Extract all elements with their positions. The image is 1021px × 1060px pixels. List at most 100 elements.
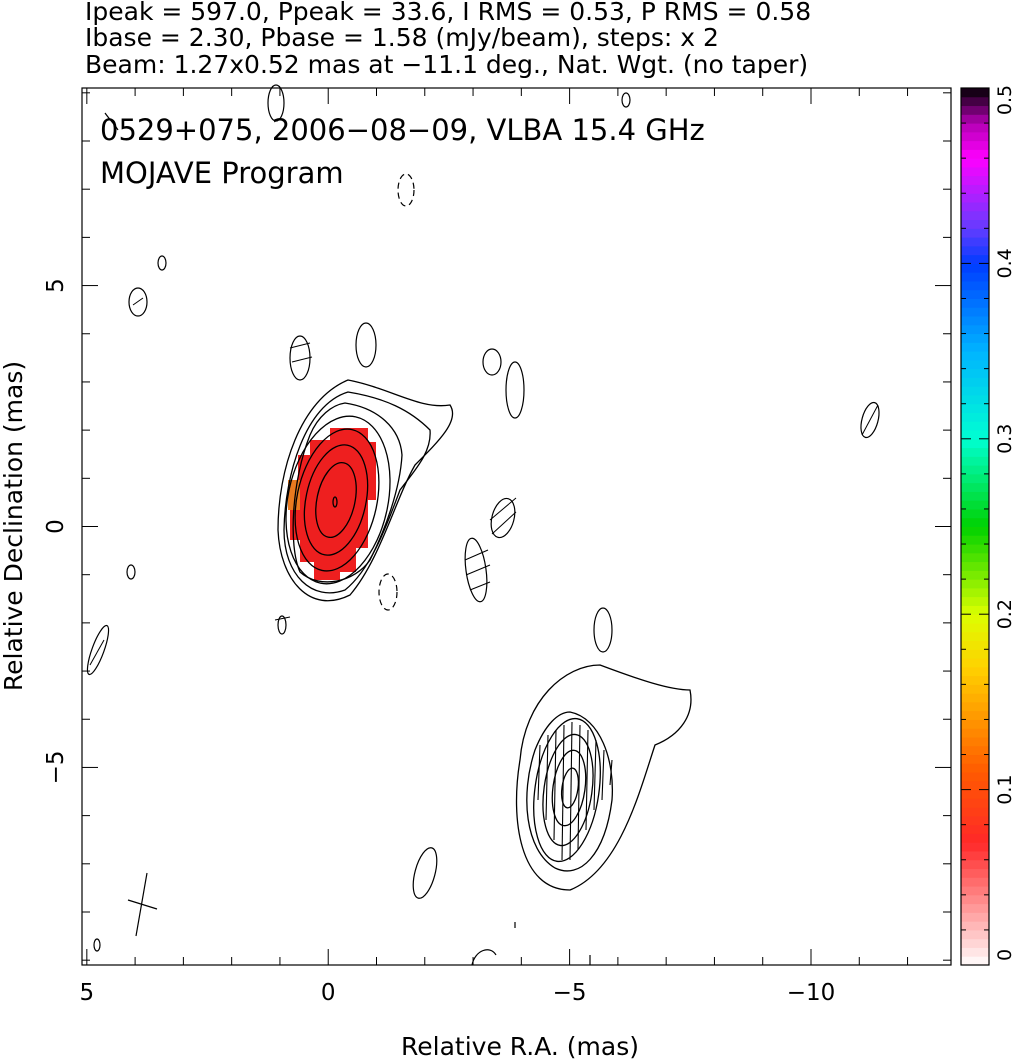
colorbar-band [961, 956, 989, 966]
polarization-fill [288, 428, 376, 580]
colorbar-band [961, 798, 989, 808]
noise-vectors [89, 297, 879, 666]
header-line-1: Ipeak = 597.0, Ppeak = 33.6, I RMS = 0.5… [85, 0, 811, 26]
colorbar-tick-label: 0.5 [994, 85, 1016, 115]
colorbar-band [961, 359, 989, 370]
colorbar-band [961, 123, 989, 133]
beam-marker [127, 872, 158, 937]
colorbar-band [961, 175, 989, 185]
colorbar-band [961, 316, 989, 326]
colorbar-band [961, 184, 989, 194]
colorbar-band [961, 544, 989, 554]
noise-contours [86, 84, 880, 966]
colorbar-band [961, 114, 989, 124]
colorbar-band [961, 482, 989, 492]
colorbar-band [961, 193, 989, 203]
colorbar-band [961, 491, 989, 501]
colorbar-band [961, 526, 989, 536]
colorbar-band [961, 351, 989, 361]
x-tick-label: 0 [321, 980, 336, 1006]
colorbar-band [961, 877, 989, 887]
colorbar-band [961, 202, 989, 212]
colorbar-band [961, 842, 989, 852]
colorbar-band [961, 684, 989, 694]
colorbar-band [961, 254, 989, 264]
colorbar-band [961, 517, 989, 527]
colorbar-band [961, 622, 989, 633]
colorbar-band [961, 587, 989, 598]
colorbar-band [961, 947, 989, 957]
colorbar-band [961, 850, 989, 861]
colorbar-band [961, 894, 989, 905]
header-line-3: Beam: 1.27x0.52 mas at −11.1 deg., Nat. … [85, 50, 808, 79]
colorbar-band [961, 88, 989, 98]
colorbar-band [961, 219, 989, 229]
colorbar-band [961, 368, 989, 378]
colorbar-band [961, 140, 989, 150]
colorbar-band [961, 605, 989, 615]
colorbar-band [961, 938, 989, 948]
colorbar-band [961, 614, 989, 624]
colorbar-band [961, 96, 989, 107]
colorbar-band [961, 868, 989, 878]
colorbar-band [961, 912, 989, 922]
colorbar-tick-label: 0 [994, 949, 1016, 961]
plot-title-line-1: 0529+075, 2006−08−09, VLBA 15.4 GHz [100, 113, 705, 147]
y-tick-label: 0 [43, 519, 69, 534]
colorbar-band [961, 579, 989, 589]
colorbar-band [961, 237, 989, 247]
colorbar-band [961, 903, 989, 913]
x-tick-label: −10 [787, 980, 836, 1006]
colorbar-ticks: 0 0.1 0.2 0.3 0.4 0.5 [961, 85, 1016, 966]
colorbar-band [961, 456, 989, 466]
colorbar-band [961, 763, 989, 773]
plot-frame [81, 87, 952, 966]
colorbar-band [961, 736, 989, 747]
colorbar-band [961, 500, 989, 510]
colorbar-band [961, 386, 989, 396]
core-contours [277, 379, 454, 602]
colorbar-band [961, 508, 989, 519]
colorbar-band [961, 421, 989, 431]
colorbar-band [961, 701, 989, 712]
colorbar-band [961, 728, 989, 738]
colorbar-band [961, 631, 989, 642]
colorbar-band [961, 210, 989, 221]
header-line-2: Ibase = 2.30, Pbase = 1.58 (mJy/beam), s… [85, 23, 719, 52]
colorbar-band [961, 280, 989, 291]
colorbar-band [961, 430, 989, 440]
colorbar-band [961, 921, 989, 931]
colorbar-band [961, 745, 989, 756]
colorbar-band [961, 272, 989, 282]
y-tick-label: 5 [43, 278, 69, 293]
colorbar-band [961, 324, 989, 335]
axis-tick-labels: 5 0 −5 −10 5 0 −5 [43, 278, 835, 1006]
colorbar-band [961, 693, 989, 703]
colorbar-band [961, 394, 989, 405]
x-tick-label: 5 [80, 980, 95, 1006]
colorbar-band [961, 131, 989, 142]
colorbar-band [961, 245, 989, 256]
colorbar-band [961, 824, 989, 834]
colorbar-band [961, 929, 989, 940]
colorbar-band [961, 675, 989, 685]
y-axis-label: Relative Declination (mas) [0, 361, 28, 691]
colorbar-tick-label: 0.2 [994, 599, 1016, 629]
colorbar-band [961, 772, 989, 782]
colorbar-tick-label: 0.3 [994, 424, 1016, 454]
colorbar-tick-label: 0.1 [994, 774, 1016, 804]
x-tick-label: −5 [553, 980, 587, 1006]
colorbar-band [961, 640, 989, 650]
colorbar-band [961, 886, 989, 896]
colorbar-band [961, 859, 989, 870]
colorbar-band [961, 754, 989, 764]
colorbar-band [961, 149, 989, 159]
colorbar-frame [960, 87, 990, 966]
jet-polarization-vectors [537, 721, 613, 861]
colorbar-band [961, 570, 989, 580]
colorbar-band [961, 649, 989, 659]
plot-title-line-2: MOJAVE Program [100, 156, 344, 190]
colorbar-band [961, 473, 989, 484]
colorbar-band [961, 535, 989, 545]
